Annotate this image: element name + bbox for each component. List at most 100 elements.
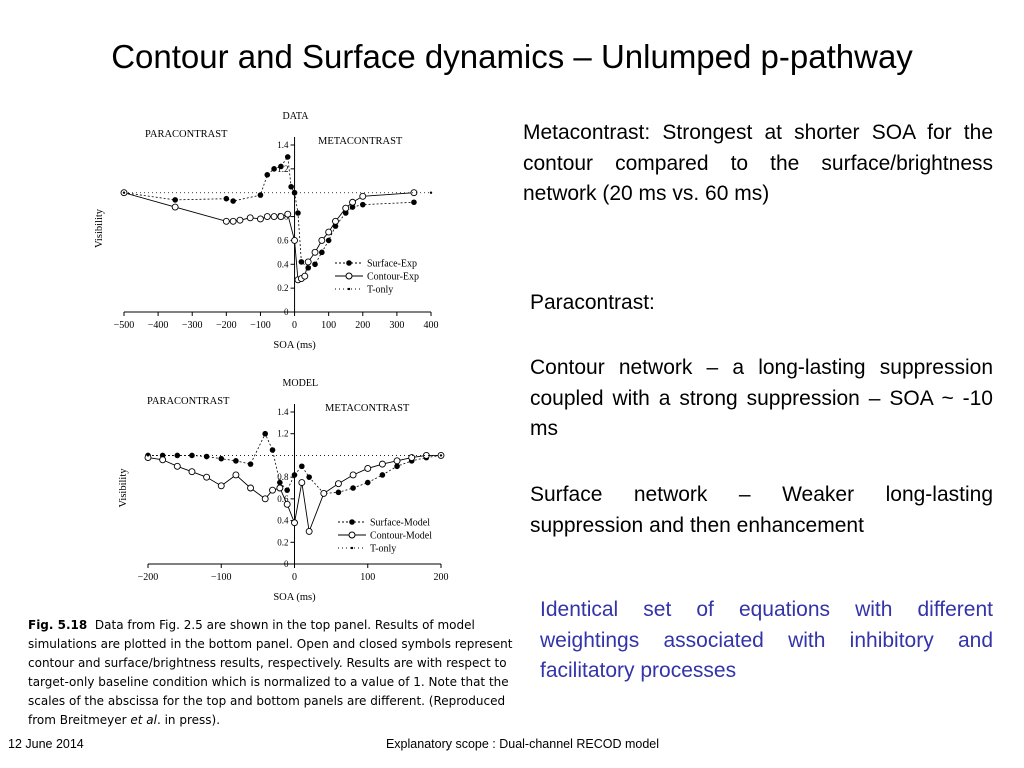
data-point xyxy=(270,213,278,221)
data-point xyxy=(122,191,126,194)
data-point xyxy=(408,454,416,462)
data-point xyxy=(319,249,325,256)
region-label-right: METACONTRAST xyxy=(318,136,403,147)
data-point xyxy=(218,455,225,462)
x-tick-label: −100 xyxy=(250,320,271,331)
data-point xyxy=(217,482,225,490)
legend-label: T-only xyxy=(370,544,396,555)
data-point xyxy=(332,223,339,229)
data-point xyxy=(301,272,309,280)
y-tick-label: 1.2 xyxy=(277,429,288,439)
x-tick-label: 300 xyxy=(389,320,404,331)
y-tick-label: 1.4 xyxy=(277,140,289,150)
x-tick-label: −300 xyxy=(182,320,203,331)
series-line xyxy=(123,155,414,269)
data-point xyxy=(342,210,349,216)
data-point xyxy=(146,454,150,457)
legend-label: Surface-Model xyxy=(370,518,430,529)
data-point xyxy=(159,456,167,464)
legend-marker xyxy=(350,546,354,550)
figure-caption-label: Fig. 5.18 xyxy=(28,618,88,632)
data-point xyxy=(429,191,433,194)
figure-caption-end: . in press). xyxy=(156,713,221,727)
data-point xyxy=(349,204,356,210)
y-axis-label: Visibility xyxy=(94,208,105,248)
data-point xyxy=(342,204,350,212)
figure-caption: Fig. 5.18 Data from Fig. 2.5 are shown i… xyxy=(28,616,518,730)
data-point xyxy=(291,519,298,527)
chart-model-panel: MODEL PARACONTRAST METACONTRAST −200 −100 0 10… xyxy=(118,378,449,603)
data-point xyxy=(233,458,239,464)
data-point xyxy=(261,495,269,503)
y-tick-label: 0.4 xyxy=(277,516,289,526)
data-point xyxy=(236,216,244,224)
slide-title: Contour and Surface dynamics – Unlumped … xyxy=(111,38,913,75)
data-point xyxy=(229,217,237,225)
data-point xyxy=(277,213,285,221)
y-tick-label: 0.8 xyxy=(277,472,289,482)
data-point xyxy=(298,479,306,487)
data-point xyxy=(269,486,276,494)
paracontrast-heading: Paracontrast: xyxy=(530,291,655,314)
data-point xyxy=(312,261,318,268)
data-point xyxy=(230,198,236,204)
data-point xyxy=(298,259,305,265)
data-point xyxy=(263,213,271,221)
region-label-right: METACONTRAST xyxy=(325,403,410,414)
data-point xyxy=(246,214,254,222)
footer-center: Explanatory scope : Dual-channel RECOD m… xyxy=(385,737,660,751)
data-point xyxy=(311,248,319,256)
x-tick-label: 200 xyxy=(355,320,370,331)
y-tick-label: 1.4 xyxy=(277,407,289,417)
data-point xyxy=(378,460,386,468)
x-tick-label: −100 xyxy=(211,572,232,583)
data-point xyxy=(291,189,298,196)
x-tick-label: 200 xyxy=(434,572,449,583)
data-point xyxy=(278,163,284,170)
legend-marker xyxy=(349,519,355,525)
y-tick-label: 0.4 xyxy=(277,259,289,269)
data-point xyxy=(332,217,339,225)
data-point xyxy=(288,183,294,190)
data-point xyxy=(306,474,312,480)
y-tick-label: 0 xyxy=(284,559,289,569)
region-label-left: PARACONTRAST xyxy=(147,396,230,407)
y-tick-label: 0 xyxy=(284,307,289,317)
data-point xyxy=(284,210,292,218)
data-point xyxy=(422,451,430,459)
x-tick-label: 0 xyxy=(292,572,297,583)
data-point xyxy=(291,236,299,244)
chart-data-panel: DATA PARACONTRAST METACONTRAST −500 −400 −300… xyxy=(94,111,439,351)
data-point xyxy=(171,203,179,211)
footer-date: 12 June 2014 xyxy=(8,737,84,751)
data-point xyxy=(203,453,210,460)
data-point xyxy=(174,452,181,459)
x-axis-label: SOA (ms) xyxy=(273,340,316,351)
data-point xyxy=(291,472,298,478)
data-point xyxy=(350,485,356,491)
data-point xyxy=(232,471,240,479)
x-axis-label: SOA (ms) xyxy=(273,592,316,603)
legend-marker xyxy=(347,287,351,291)
data-point xyxy=(173,462,181,470)
data-point xyxy=(439,454,443,457)
data-point xyxy=(284,154,291,160)
legend-label: Surface-Exp xyxy=(367,259,417,270)
data-point xyxy=(299,463,305,470)
surface-network-text: Surface network – Weaker long-lasting su… xyxy=(530,483,993,537)
data-point xyxy=(394,463,400,470)
data-point xyxy=(304,258,312,266)
y-tick-label: 0.2 xyxy=(277,537,288,547)
data-point xyxy=(349,471,357,479)
region-label-left: PARACONTRAST xyxy=(145,129,228,140)
x-tick-label: −400 xyxy=(148,320,169,331)
x-tick-label: −500 xyxy=(114,320,135,331)
legend-marker xyxy=(346,260,352,266)
figure-caption-text: Data from Fig. 2.5 are shown in the top … xyxy=(28,618,513,727)
data-point xyxy=(271,166,277,172)
x-tick-label: −200 xyxy=(138,572,159,583)
y-tick-label: 1.2 xyxy=(277,164,288,174)
data-point xyxy=(359,201,366,208)
data-point xyxy=(222,217,230,225)
data-point xyxy=(335,489,342,496)
